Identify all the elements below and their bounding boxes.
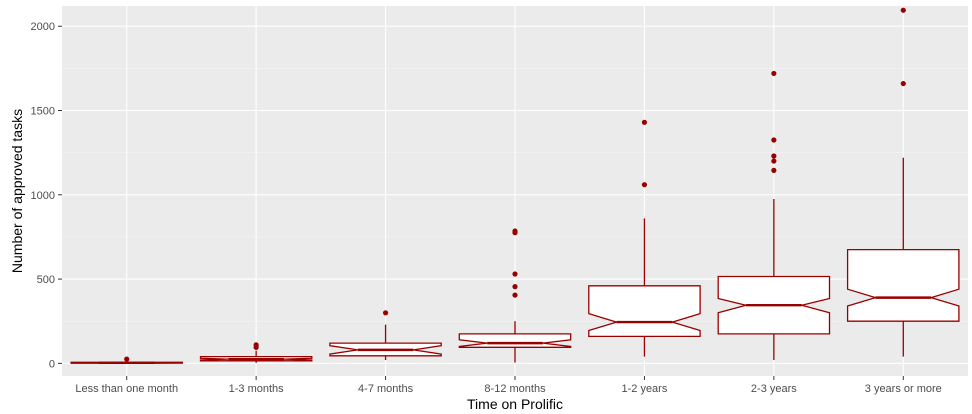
outlier-point [900,7,906,13]
x-tick-label: 8-12 months [484,383,546,395]
outlier-point [512,228,518,234]
y-axis-title: Number of approved tasks [9,109,25,273]
y-tick-label: 1500 [31,106,55,118]
outlier-point [900,80,906,87]
outlier-point [382,310,389,316]
y-tick-label: 500 [37,274,55,286]
outlier-point [512,284,518,290]
x-tick-label: 3 years or more [865,383,942,395]
box-body [588,285,701,338]
outlier-point [641,182,648,188]
outlier-point [512,292,518,298]
box-2 [329,310,442,360]
box-body [458,333,572,348]
outlier-point [512,271,518,277]
y-tick-label: 2000 [31,21,55,33]
x-axis: Less than one month 1-3 months 4-7 months 8… [75,376,942,395]
x-axis-title: Time on Prolific [467,396,563,412]
outlier-point [124,356,130,362]
x-tick-label: 1-2 years [621,383,667,395]
major-gridlines [62,6,968,376]
x-tick-label: 4-7 months [358,383,414,395]
outlier-point [641,119,648,125]
x-tick-label: Less than one month [75,383,178,395]
outlier-point [771,158,777,164]
x-tick-label: 2-3 years [751,383,797,395]
outlier-point [771,137,777,143]
x-tick-label: 1-3 months [229,383,285,395]
outlier-point [771,70,777,77]
box-0 [70,356,184,365]
box-5 [717,70,831,360]
box-1 [199,342,313,363]
outlier-point [771,153,777,159]
box-6 [846,7,960,357]
outlier-point [253,342,259,348]
box-4 [588,119,701,357]
y-tick-label: 1000 [31,190,55,202]
y-axis: 0 500 1000 1500 2000 [31,21,62,370]
y-tick-label: 0 [49,358,55,370]
outlier-point [771,167,777,173]
box-series [70,7,960,365]
box-3 [458,228,572,363]
box-body [846,248,960,322]
